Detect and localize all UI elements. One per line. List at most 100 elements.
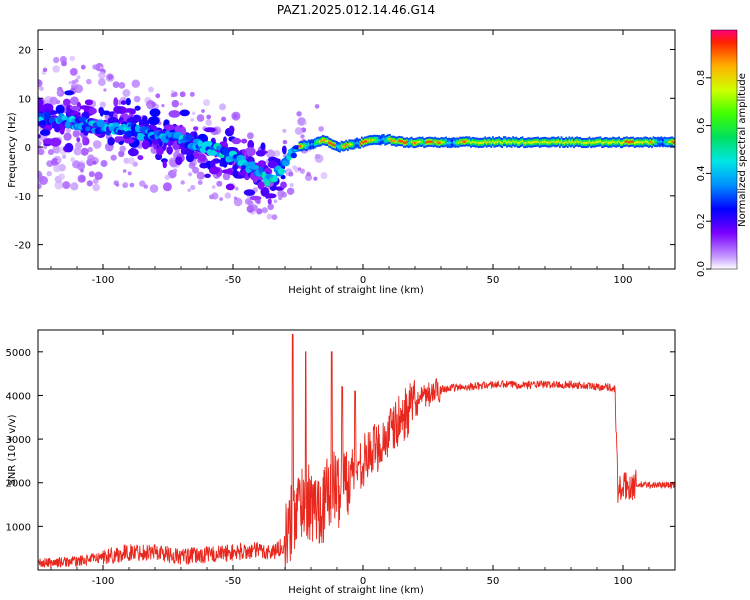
spectrogram-tone-core [410,140,413,143]
spectrogram-noise-blob [58,173,65,180]
spectrogram-noise-blob [72,160,81,169]
spectrogram-tone-core [426,140,429,144]
spectrogram-noise-blob [43,145,47,150]
spectrogram-noise-blob [56,89,62,96]
colorbar-label: Normalized spectral amplitude [737,73,748,227]
spectrogram-tone-core [548,141,550,144]
spectrogram-blob [114,136,121,143]
spectrogram-tone-core [501,141,504,145]
spectrogram-blob [113,105,122,114]
spectrogram-y-tick-label: -20 [15,241,31,252]
spectrogram-noise-blob [62,181,71,190]
spectrogram-tone-core [626,140,628,143]
spectrogram-noise-blob [206,114,212,120]
spectrogram-tone-core [524,141,527,145]
spectrogram-tone-core [624,140,627,143]
spectrogram-y-label: Frequency (Hz) [7,112,18,188]
spectrogram-noise-blob [219,103,226,111]
spectrogram-tone-core [665,140,667,144]
spectrogram-tone-core [555,140,558,144]
spectrogram-tone-core [630,140,633,143]
spectrogram-ridge-blob [197,140,204,148]
spectrogram-tone-core [563,141,566,145]
spectrogram-tone-core [545,140,547,144]
spectrogram-tone-core [506,141,508,144]
spectrogram-tone-core [446,141,449,145]
spectrogram-noise-blob [296,111,302,117]
spectrogram-tone-core [523,141,525,145]
spectrogram-noise-blob [155,93,161,99]
spectrogram-tone-core [546,141,549,144]
spectrogram-blob [193,131,198,140]
spectrogram-tone-core [343,145,346,148]
spectrogram-marks [38,55,675,221]
spectrogram-noise-blob [179,102,183,106]
spectrogram-blob [70,105,81,111]
spectrogram-blob [88,107,97,115]
spectrogram-noise-blob [266,149,275,159]
spectrogram-noise-blob [95,62,104,72]
spectrogram-blob [59,126,65,135]
spectrogram-noise-blob [69,68,78,76]
spectrogram-noise-blob [69,55,75,62]
spectrogram-tone-core [579,140,582,144]
spectrogram-noise-blob [74,78,79,83]
spectrogram-noise-blob [306,171,311,177]
spectrogram-tone-core [424,141,427,144]
spectrogram-noise-blob [80,64,86,70]
spectrogram-tone-core [382,137,385,141]
spectrogram-tone-core [437,141,440,144]
spectrogram-noise-blob [88,171,95,178]
spectrogram-tone-core [432,141,435,144]
spectrogram-tone-core [598,140,600,143]
spectrogram-noise-blob [314,104,320,109]
spectrogram-noise-blob [190,184,196,191]
spectrogram-tone-core [618,140,621,143]
spectrogram-blob [108,116,118,123]
spectrogram-blob [244,147,256,157]
spectrogram-tone-core [521,140,524,143]
spectrogram-blob [64,90,75,96]
spectrogram-tone-core [420,140,422,144]
spectrogram-tone-core [385,138,388,142]
spectrogram-tone-core [570,141,572,144]
spectrogram-tone-core [577,140,580,144]
snr-y-tick-label: 5000 [6,348,31,359]
spectrogram-blob [260,142,266,151]
spectrogram-ridge-blob [117,129,125,136]
spectrogram-noise-blob [219,197,223,201]
spectrogram-tone-core [317,140,319,143]
spectrogram-tone-core [594,141,597,144]
spectrogram-tone-core [526,141,529,144]
spectrogram-tone-core [354,142,357,145]
spectrogram-tone-core [421,140,424,143]
spectrogram-tone-core [532,141,535,144]
spectrogram-tone-core [616,141,619,144]
spectrogram-tone-core [303,144,305,147]
spectrogram-tone-core [364,140,366,143]
spectrogram-tone-core [329,142,332,145]
spectrogram-noise-blob [171,99,180,108]
spectrogram-noise-blob [251,204,258,211]
snr-x-tick-label: 100 [613,576,632,587]
spectrogram-tone-core [476,141,479,144]
spectrogram-tone-core [415,141,418,144]
spectrogram-tone-core [434,140,436,143]
spectrogram-tone-core [641,141,644,144]
spectrogram-noise-blob [98,71,106,80]
spectrogram-ridge-blob [39,120,47,126]
spectrogram-tone-core [401,140,404,143]
spectrogram-tone-core [495,140,497,144]
spectrogram-tone-core [435,141,438,144]
spectrogram-tone-core [392,139,394,142]
spectrogram-noise-blob [197,180,203,185]
spectrogram-noise-blob [68,80,73,85]
spectrogram-noise-blob [139,180,146,187]
spectrogram-tone-core [621,141,624,145]
spectrogram-blob [102,110,111,116]
spectrogram-tone-core [375,138,377,142]
spectrogram-tone-core [590,141,592,145]
spectrogram-tone-core [605,140,608,144]
colorbar: 0.0 0.2 0.4 0.6 0.8 Normalized spectral ampl… [696,29,748,277]
spectrogram-tone-core [389,137,391,141]
